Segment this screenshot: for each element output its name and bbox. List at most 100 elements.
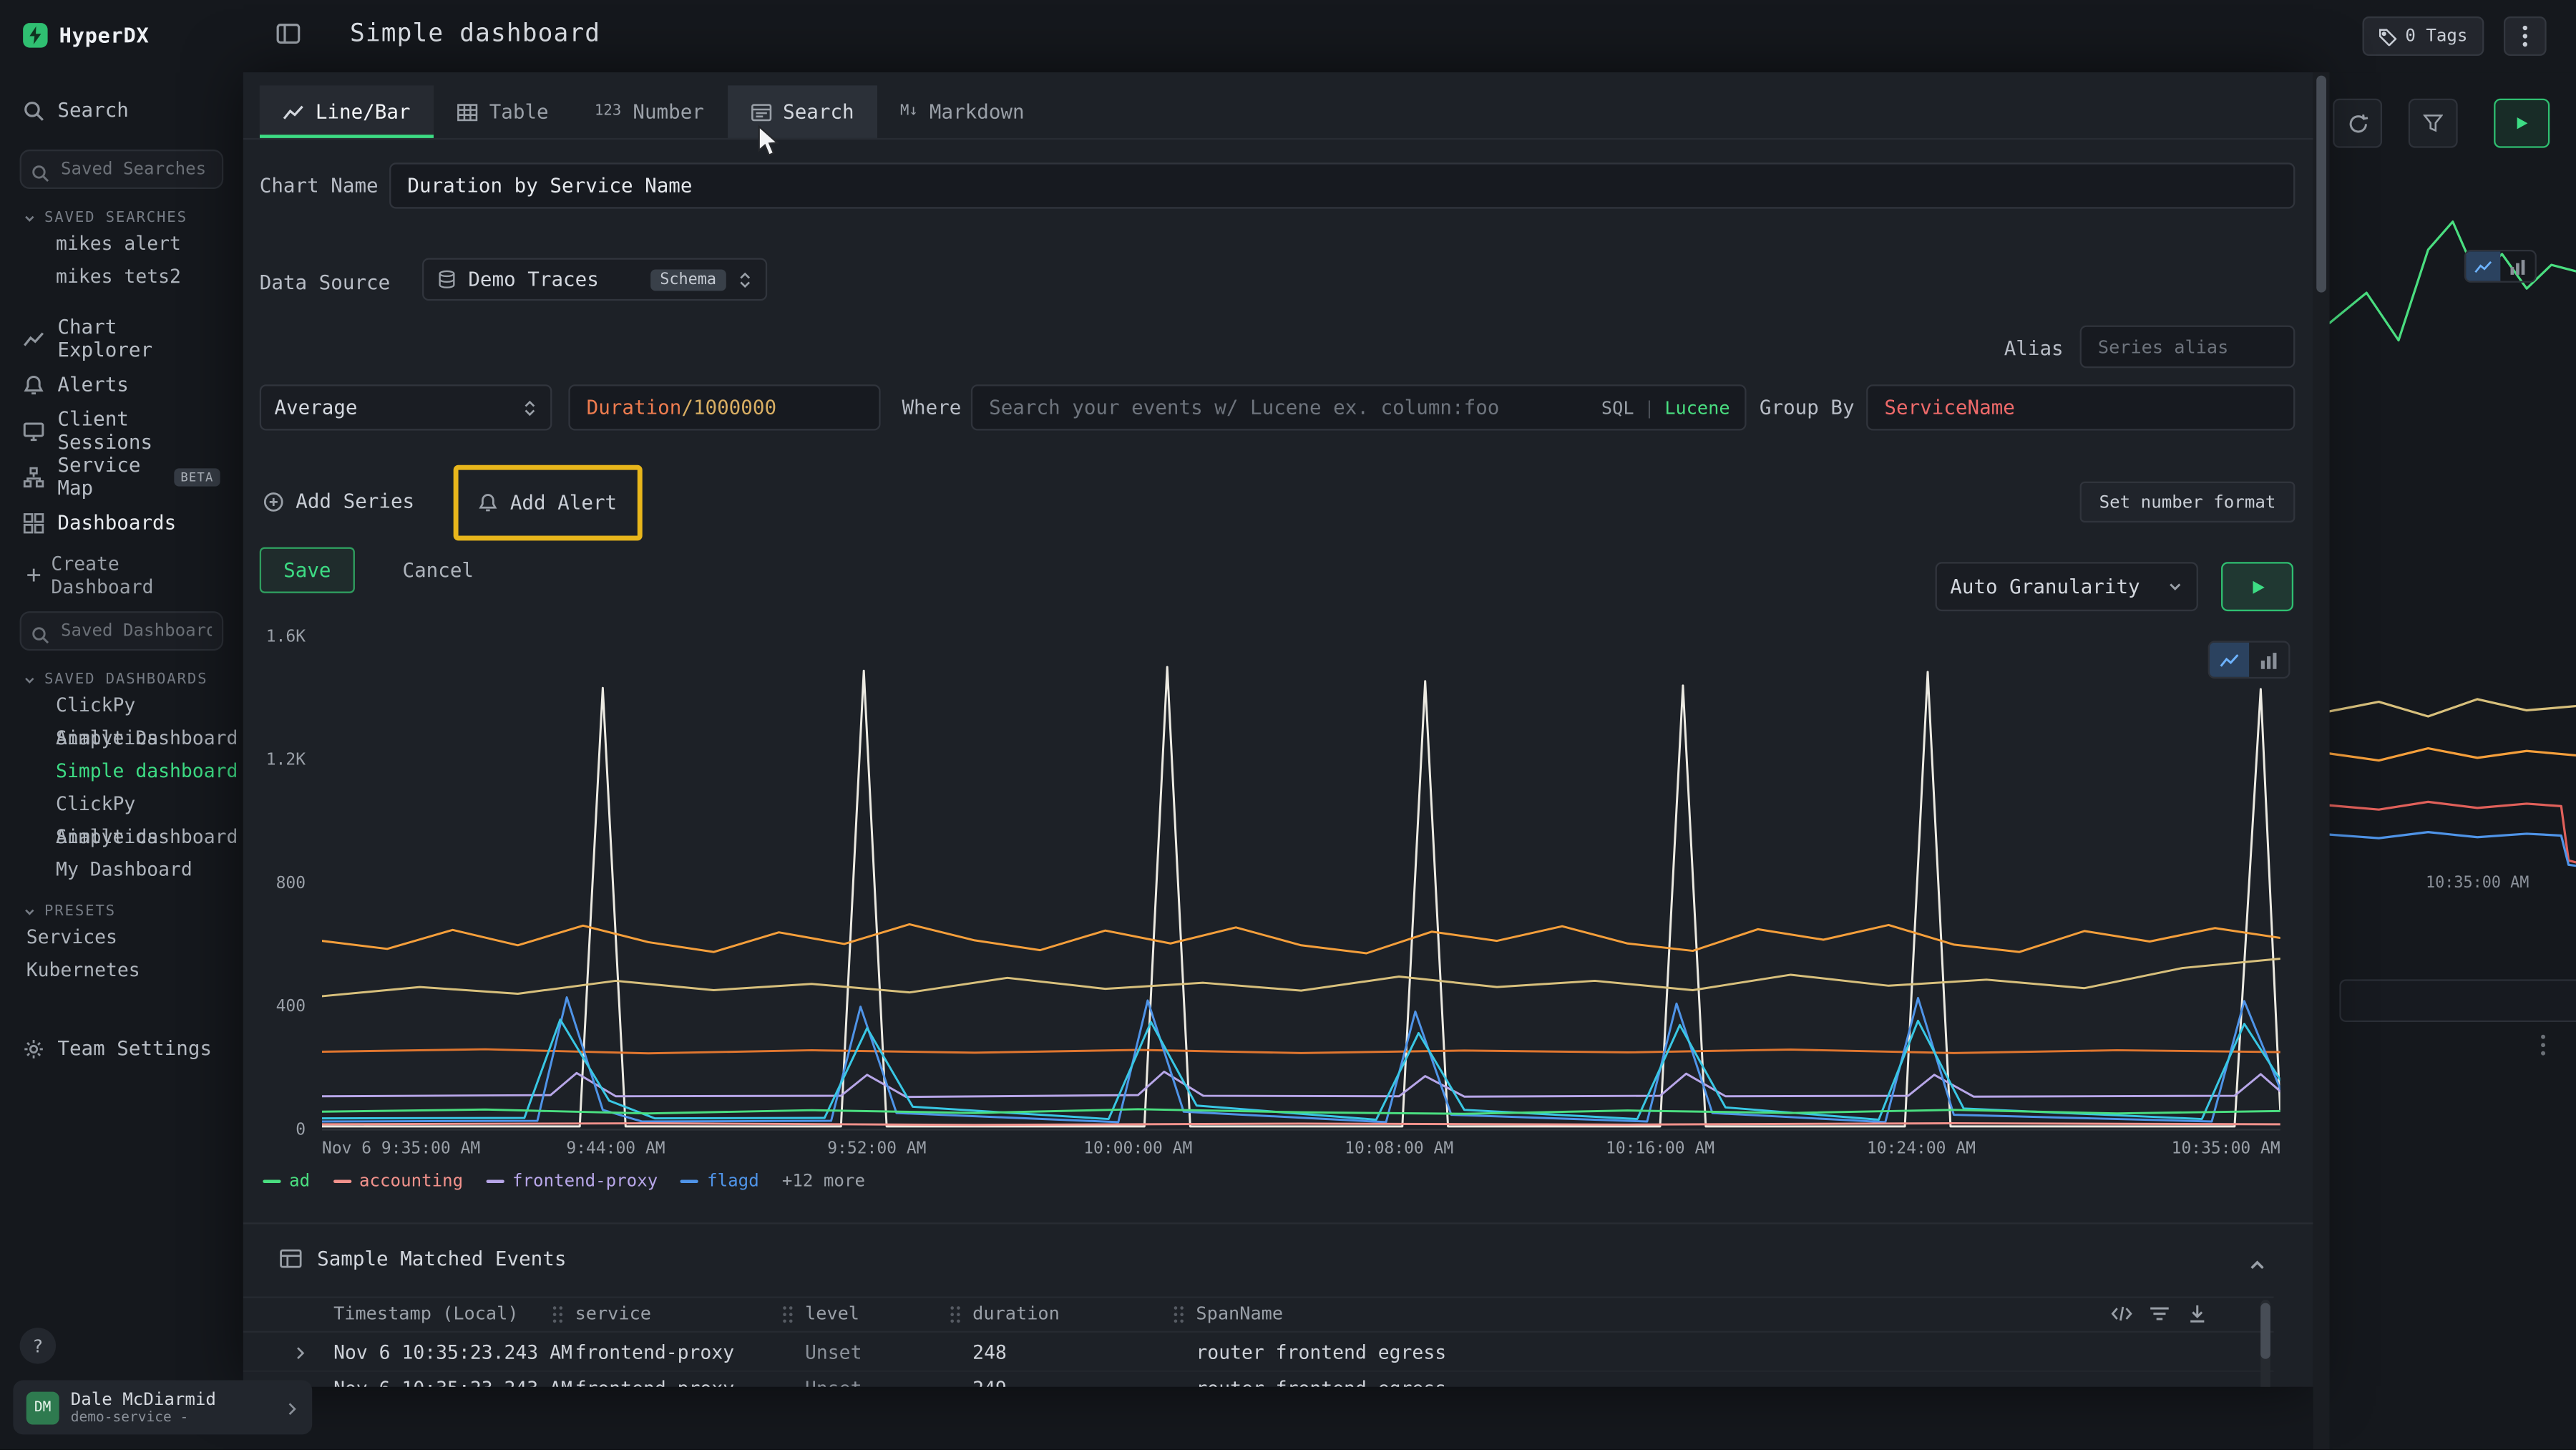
bar-chart-toggle-icon[interactable]	[2249, 643, 2288, 677]
run-query-button[interactable]	[2494, 99, 2550, 148]
sidebar-item-search[interactable]: Search	[0, 87, 243, 133]
sidebar-item-label: Search	[57, 99, 129, 122]
refresh-button[interactable]	[2333, 99, 2382, 148]
event-row[interactable]: Nov 6 10:35:23.243 AM frontend-proxy Uns…	[243, 1336, 2274, 1373]
lucene-toggle[interactable]: Lucene	[1664, 396, 1729, 418]
help-button[interactable]: ?	[20, 1328, 57, 1364]
x-tick-label: 10:24:00 AM	[1867, 1140, 1976, 1158]
create-dashboard-button[interactable]: Create Dashboard	[0, 555, 243, 595]
bar-chart-toggle-icon[interactable]	[2500, 251, 2534, 281]
saved-dashboards-input[interactable]	[20, 611, 224, 651]
sql-toggle[interactable]: SQL	[1601, 396, 1634, 418]
saved-dashboard-item[interactable]: ClickPy Analytics	[0, 787, 243, 820]
saved-search-item[interactable]: mikes tets2	[0, 260, 243, 293]
sidebar-item-client-sessions[interactable]: Client Sessions	[0, 407, 243, 453]
chart-name-input[interactable]	[389, 162, 2295, 208]
saved-dashboard-item[interactable]: My Dashboard	[0, 853, 243, 886]
scrollbar-thumb[interactable]	[2260, 1303, 2270, 1359]
expand-row-icon[interactable]	[293, 1343, 308, 1364]
toggle-divider: |	[1644, 396, 1654, 418]
more-options-button[interactable]	[2504, 16, 2547, 56]
sidebar: HyperDX Search SAVED SEARCHES mikes aler…	[0, 0, 243, 1449]
collapse-events-icon[interactable]	[2248, 1250, 2268, 1282]
column-spanname[interactable]: SpanName	[1196, 1303, 1283, 1325]
cancel-button[interactable]: Cancel	[402, 548, 474, 593]
preset-item[interactable]: Kubernetes	[0, 953, 243, 986]
tags-button[interactable]: 0 Tags	[2363, 16, 2484, 56]
chevron-down-icon	[23, 212, 36, 225]
column-timestamp[interactable]: Timestamp (Local)	[333, 1303, 519, 1325]
events-scrollbar[interactable]	[2260, 1300, 2270, 1387]
user-menu[interactable]: DM Dale McDiarmid demo-service -	[13, 1381, 312, 1435]
download-icon[interactable]	[2187, 1303, 2208, 1325]
save-button[interactable]: Save	[260, 548, 355, 593]
column-drag-icon[interactable]	[1173, 1305, 1184, 1325]
page-scrollbar[interactable]	[2313, 72, 2330, 1449]
tab-table[interactable]: Table	[434, 85, 572, 137]
add-series-button[interactable]: Add Series	[263, 478, 414, 524]
topbar: Simple dashboard 0 Tags	[243, 0, 2576, 72]
add-alert-button[interactable]: Add Alert	[479, 491, 617, 514]
number-123-icon: 123	[595, 104, 621, 120]
search-doc-icon	[750, 101, 771, 122]
event-row[interactable]: Nov 6 10:35:23.243 AM frontend-proxy Uns…	[243, 1372, 2274, 1387]
tab-number[interactable]: 123 Number	[572, 85, 727, 137]
collapse-sidebar-icon[interactable]	[276, 21, 301, 53]
filter-button[interactable]	[2409, 99, 2458, 148]
column-duration[interactable]: duration	[972, 1303, 1060, 1325]
legend-item[interactable]: frontend-proxy	[486, 1172, 658, 1192]
line-chart-toggle-icon[interactable]	[2466, 251, 2500, 281]
line-chart-toggle-icon[interactable]	[2210, 643, 2249, 677]
legend-item[interactable]: ad	[263, 1172, 310, 1192]
field-expression-input[interactable]: Duration/1000000	[568, 384, 880, 430]
column-drag-icon[interactable]	[782, 1305, 794, 1325]
run-chart-button[interactable]	[2221, 562, 2293, 611]
column-service[interactable]: service	[575, 1303, 651, 1325]
saved-searches-header[interactable]: SAVED SEARCHES	[23, 210, 220, 227]
tab-search[interactable]: Search	[727, 85, 877, 137]
presets-header[interactable]: PRESETS	[23, 904, 220, 920]
legend-item[interactable]: accounting	[333, 1172, 463, 1192]
code-icon[interactable]	[2111, 1303, 2132, 1325]
legend-more[interactable]: +12 more	[782, 1172, 865, 1192]
cell-service: frontend-proxy	[575, 1340, 735, 1363]
sidebar-item-team-settings[interactable]: Team Settings	[0, 1026, 243, 1071]
brand-row[interactable]: HyperDX	[0, 0, 243, 57]
sidebar-item-chart-explorer[interactable]: Chart Explorer	[0, 316, 243, 361]
saved-searches-input[interactable]	[20, 150, 224, 189]
editor-tabs: Line/Bar Table 123 Number Search M↓ Ma	[243, 85, 2313, 140]
background-input-fragment[interactable]	[2339, 979, 2576, 1022]
chart-plot-area[interactable]	[322, 638, 2280, 1131]
saved-dashboard-item[interactable]: ClickPy Analytics	[0, 688, 243, 721]
data-source-select[interactable]: Demo Traces Schema	[422, 258, 767, 301]
cell-spanname: router frontend egress	[1196, 1377, 1446, 1387]
alias-input[interactable]	[2080, 326, 2296, 369]
saved-searches-search	[20, 150, 224, 189]
cell-duration: 249	[972, 1377, 1007, 1387]
granularity-select[interactable]: Auto Granularity	[1936, 562, 2198, 611]
set-number-format-button[interactable]: Set number format	[2080, 482, 2296, 522]
sidebar-item-service-map[interactable]: Service Map BETA	[0, 454, 243, 500]
plus-icon	[26, 567, 42, 583]
scrollbar-thumb[interactable]	[2316, 76, 2326, 293]
saved-search-item[interactable]: mikes alert	[0, 227, 243, 260]
saved-dashboard-item-active[interactable]: Simple dashboard	[0, 754, 243, 787]
filter-lines-icon[interactable]	[2149, 1303, 2170, 1325]
column-drag-icon[interactable]	[552, 1305, 563, 1325]
tab-line-bar[interactable]: Line/Bar	[260, 85, 434, 137]
saved-dashboard-item[interactable]: Simple dashboard	[0, 820, 243, 853]
brand-name: HyperDX	[59, 23, 150, 47]
group-by-input[interactable]	[1866, 384, 2295, 430]
preset-item[interactable]: Services	[0, 920, 243, 953]
saved-dashboards-header[interactable]: SAVED DASHBOARDS	[23, 672, 220, 688]
tab-markdown[interactable]: M↓ Markdown	[877, 85, 1048, 137]
aggregation-select[interactable]: Average	[260, 384, 552, 430]
kebab-icon[interactable]	[2540, 1032, 2546, 1064]
column-level[interactable]: level	[805, 1303, 859, 1325]
sidebar-item-alerts[interactable]: Alerts	[0, 361, 243, 407]
sidebar-item-dashboards[interactable]: Dashboards	[0, 500, 243, 545]
app-root: HyperDX Search SAVED SEARCHES mikes aler…	[0, 0, 2576, 1449]
legend-item[interactable]: flagd	[680, 1172, 758, 1192]
column-drag-icon[interactable]	[950, 1305, 961, 1325]
saved-dashboard-item[interactable]: Simple Dashboard	[0, 721, 243, 754]
